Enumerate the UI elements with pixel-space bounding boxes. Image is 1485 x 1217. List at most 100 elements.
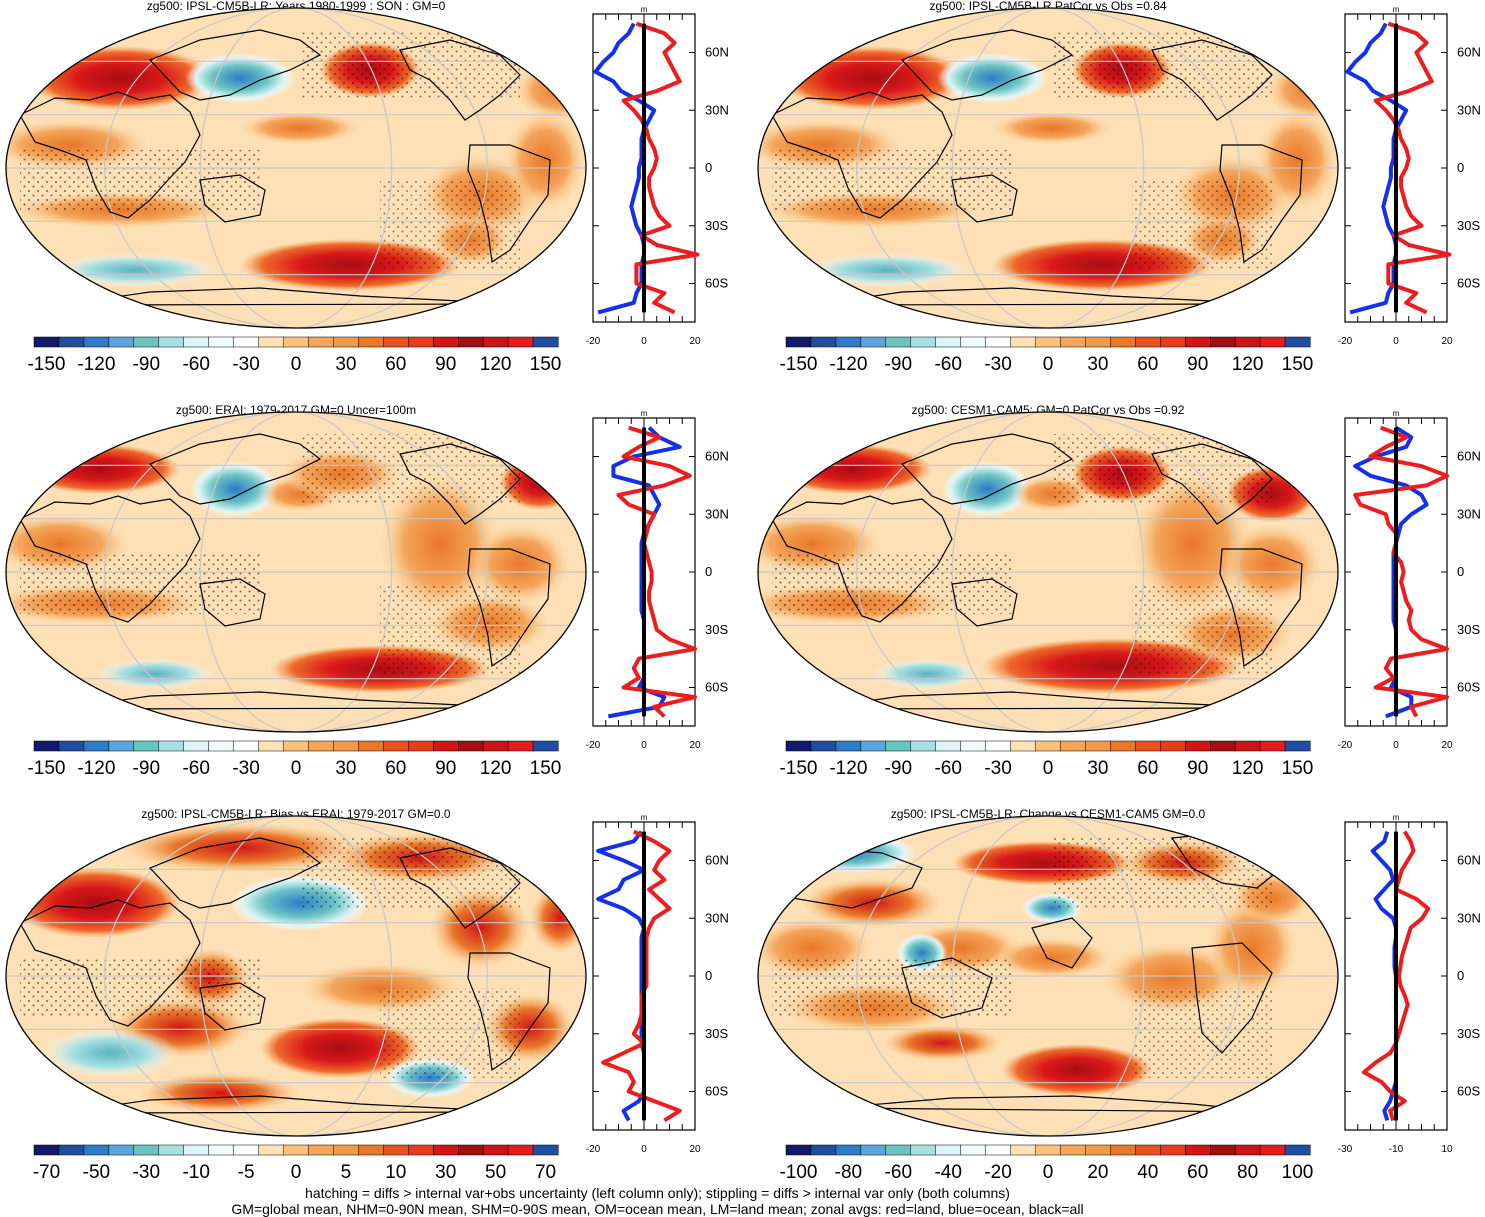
continent-outline (19, 91, 201, 219)
zonal-units: m (641, 5, 648, 14)
zonal-lat-label: 30S (1457, 622, 1480, 637)
colorbar-segment (1085, 740, 1111, 752)
colorbar-segment (233, 336, 260, 348)
zonal-xtick-label: 20 (1441, 336, 1453, 347)
zonal-lat-label: 30N (1457, 910, 1481, 925)
anomaly-region (882, 1025, 1002, 1061)
panel-title: zg500: IPSL-CM5B-LR: Bias vs ERAI: 1979-… (141, 807, 450, 821)
footer-line-2: GM=global mean, NHM=0-90N mean, SHM=0-90… (231, 1201, 1084, 1217)
colorbar-segment (1184, 1144, 1211, 1156)
map-border (5, 815, 587, 1137)
zonal-units: m (641, 409, 648, 418)
longitude-gridline (199, 412, 393, 732)
zonal-xtick-label: 20 (1441, 740, 1453, 751)
colorbar-label: 0 (1043, 354, 1054, 375)
zonal-lat-label: 30N (1457, 506, 1481, 521)
colorbar-segment (1234, 336, 1261, 348)
zonal-lat-label: 30N (705, 102, 729, 117)
colorbar-segment (208, 740, 235, 752)
anomaly-region (240, 112, 360, 144)
colorbar-segment (358, 336, 384, 348)
colorbar-segment (860, 1144, 887, 1156)
colorbar-label: -10 (182, 1162, 209, 1183)
stipple-area (1132, 180, 1272, 270)
colorbar-segment (1209, 740, 1236, 752)
zonal-lat-label: 60S (705, 1084, 728, 1099)
longitude-gridline (951, 816, 1145, 1136)
colorbar-label: -20 (984, 1162, 1011, 1183)
panel-f: zg500: IPSL-CM5B-LR: Change vs CESM1-CAM… (757, 807, 1481, 1183)
colorbar-segment (1110, 740, 1136, 752)
anomaly-region (872, 658, 982, 690)
colorbar-segment (208, 336, 235, 348)
zonal-lat-label: 0 (1457, 564, 1464, 579)
colorbar-segment (835, 1144, 862, 1156)
colorbar-segment (810, 336, 837, 348)
colorbar-segment (133, 740, 160, 752)
colorbar-segment (1035, 740, 1062, 752)
zonal-xtick-label: 10 (1441, 1144, 1453, 1155)
zonal-lat-label: 30N (1457, 102, 1481, 117)
continent-outline (900, 433, 1074, 505)
colorbar-segment (482, 740, 509, 752)
continent-outline (399, 443, 521, 525)
colorbar-segment (1010, 740, 1037, 752)
colorbar-segment (1209, 1144, 1236, 1156)
colorbar-segment (208, 1144, 235, 1156)
zonal-xtick-label: 0 (641, 336, 647, 347)
colorbar-segment (308, 740, 334, 752)
zonal-land-line (1373, 21, 1452, 315)
colorbar-segment (283, 336, 310, 348)
colorbar-label: 0 (291, 1162, 302, 1183)
zonal-lat-label: 60S (705, 276, 728, 291)
anomaly-region (802, 253, 972, 287)
colorbar-segment (910, 1144, 937, 1156)
map-border (5, 7, 587, 329)
longitude-gridline (104, 412, 488, 732)
zonal-xtick-label: -30 (1338, 1144, 1353, 1155)
zonal-land-line (1353, 425, 1449, 718)
colorbar-segment (1259, 740, 1286, 752)
colorbar-label: -90 (885, 354, 912, 375)
anomaly-region (942, 461, 1032, 517)
anomaly-region (530, 883, 586, 953)
anomaly-region (515, 60, 586, 120)
colorbar-label: 0 (291, 758, 302, 779)
colorbar-segment (283, 1144, 310, 1156)
colorbar-segment (432, 1144, 459, 1156)
continent-outline (399, 39, 521, 121)
stipple-area (772, 554, 1012, 614)
colorbar-label: 90 (435, 758, 456, 779)
map-border (757, 7, 1339, 329)
continent-outline (951, 174, 1018, 223)
stipple-area (20, 150, 260, 210)
continent-outline (148, 29, 322, 101)
continent-outline (1219, 548, 1303, 668)
colorbar-label: -60 (934, 758, 961, 779)
colorbar-label: 150 (1282, 758, 1314, 779)
colorbar-segment (308, 1144, 334, 1156)
colorbar-label: 150 (530, 758, 562, 779)
colorbar-label: -60 (182, 354, 209, 375)
zonal-lat-label: 30S (705, 622, 728, 637)
colorbar-segment (935, 336, 962, 348)
colorbar-segment (1110, 1144, 1136, 1156)
panel-a: zg500: IPSL-CM5B-LR: Years 1980-1999 : S… (5, 0, 729, 375)
panel-title: zg500: IPSL-CM5B-LR: Change vs CESM1-CAM… (891, 807, 1206, 821)
colorbar-label: -5 (238, 1162, 255, 1183)
colorbar-label: -30 (984, 354, 1011, 375)
colorbar-label: -30 (232, 354, 259, 375)
anomaly-region (95, 658, 215, 690)
stipple-area (20, 554, 260, 614)
continent-outline (1219, 144, 1303, 264)
colorbar-segment (1060, 1144, 1086, 1156)
colorbar-segment (108, 336, 135, 348)
colorbar-label: 30 (435, 1162, 456, 1183)
colorbar-segment (532, 740, 559, 752)
colorbar-segment (1234, 740, 1261, 752)
stipple-area (772, 150, 1012, 210)
colorbar-label: 10 (385, 1162, 406, 1183)
colorbar-label: 40 (1137, 1162, 1158, 1183)
anomaly-region (937, 53, 1047, 103)
colorbar-segment (258, 1144, 285, 1156)
